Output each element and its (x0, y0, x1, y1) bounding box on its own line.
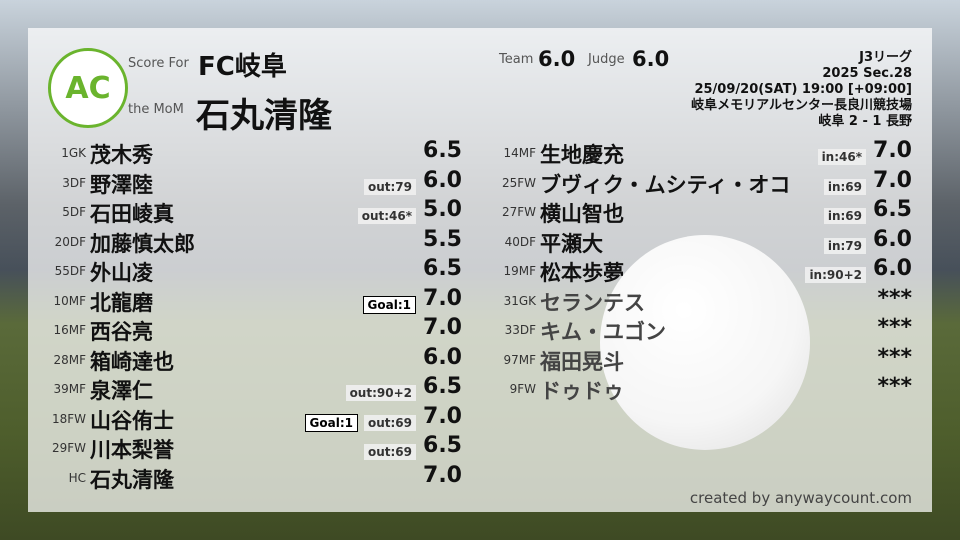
player-name: 横山智也 (540, 202, 624, 226)
player-number-position: 25FW (501, 175, 536, 190)
judge-score: 6.0 (632, 47, 670, 71)
player-number-position: 1GK (61, 146, 86, 160)
match-info: J3リーグ 2025 Sec.28 25/09/20(SAT) 19:00 [+… (691, 50, 912, 130)
player-number-position: 33DF (504, 323, 536, 337)
player-number-position: 20DF (54, 234, 86, 249)
substitution-badge: out:90+2 (345, 385, 416, 401)
match-result: 岐阜 2 - 1 長野 (818, 114, 912, 129)
credit: created by anywaycount.com (689, 489, 912, 507)
player-number-position: 9FW (509, 382, 536, 396)
player-rating: 6.5 (423, 138, 462, 163)
player-number-position: 40DF (504, 234, 536, 249)
player-number-position: 31GK (503, 293, 536, 308)
player-rating: 7.0 (873, 138, 912, 163)
player-name: 松本歩夢 (540, 261, 624, 285)
judge-score-label: Judge (588, 52, 625, 67)
player-name: 川本梨誉 (90, 438, 174, 462)
team-score-label: Team (499, 52, 534, 67)
player-rating: 5.5 (423, 226, 462, 252)
mom-label: the MoM (128, 102, 184, 117)
player-name: 加藤慎太郎 (90, 231, 195, 256)
score-panel (28, 28, 932, 512)
player-number-position: 97MF (503, 352, 536, 367)
player-name: 西谷亮 (90, 320, 153, 344)
player-name: 福田晃斗 (540, 349, 624, 374)
player-number-position: 28MF (53, 352, 86, 367)
player-name: セランテス (540, 290, 645, 315)
anywaycount-logo: AC (48, 48, 128, 128)
goal-badge: Goal:1 (362, 295, 416, 314)
player-number-position: 27FW (501, 205, 536, 219)
player-rating: 6.5 (423, 433, 462, 458)
player-number-position: 18FW (51, 411, 86, 426)
player-name: 北龍磨 (90, 290, 153, 315)
player-rating: 6.0 (873, 226, 912, 252)
player-number-position: 14MF (503, 146, 536, 160)
venue: 岐阜メモリアルセンター長良川競技場 (691, 98, 912, 113)
team-name: FC岐阜 (198, 52, 287, 82)
substitution-badge: in:79 (823, 237, 866, 254)
player-number-position: 55DF (54, 264, 86, 278)
player-number-position: 29FW (51, 441, 86, 455)
player-rating: 7.0 (423, 285, 462, 311)
player-rating: *** (877, 315, 912, 340)
player-name: 箱崎達也 (90, 349, 174, 374)
player-name: 平瀬大 (540, 231, 603, 256)
match-datetime: 25/09/20(SAT) 19:00 [+09:00] (694, 82, 912, 97)
substitution-badge: out:46* (357, 208, 416, 224)
player-number-position: 19MF (503, 264, 536, 278)
player-number-position: 16MF (53, 323, 86, 337)
player-name: 茂木秀 (90, 143, 153, 167)
goal-badge: Goal:1 (304, 413, 358, 432)
player-number-position: HC (68, 470, 86, 485)
score-for-label: Score For (128, 56, 189, 71)
player-number-position: 5DF (62, 205, 86, 219)
substitution-badge: in:90+2 (805, 267, 866, 283)
player-rating: 7.0 (423, 403, 462, 429)
mom-name: 石丸清隆 (196, 96, 332, 136)
player-name: キム・ユゴン (540, 320, 666, 344)
player-rating: 7.0 (873, 167, 912, 193)
player-rating: 5.0 (423, 197, 462, 222)
player-rating: 7.0 (423, 315, 462, 340)
player-name: 山谷侑士 (90, 408, 174, 433)
player-number-position: 10MF (53, 293, 86, 308)
substitution-badge: out:69 (363, 444, 416, 460)
player-number-position: 3DF (62, 175, 86, 190)
player-name: ブヴィク・ムシティ・オコ (540, 172, 791, 197)
player-rating: 6.5 (423, 256, 462, 281)
player-rating: 6.0 (873, 256, 912, 281)
player-rating: *** (877, 374, 912, 399)
player-name: 泉澤仁 (90, 379, 153, 403)
player-name: 生地慶充 (540, 143, 624, 167)
player-rating: 7.0 (423, 462, 462, 488)
player-name: 外山凌 (90, 261, 153, 285)
player-name: 野澤陸 (90, 172, 153, 197)
league: J3リーグ (859, 50, 912, 65)
player-rating: *** (877, 344, 912, 370)
player-number-position: 39MF (53, 382, 86, 396)
player-rating: 6.5 (423, 374, 462, 399)
player-name: 石田崚真 (90, 202, 174, 226)
player-name: ドゥドゥ (540, 379, 624, 403)
player-rating: 6.0 (423, 344, 462, 370)
team-score: 6.0 (538, 47, 576, 71)
player-name: 石丸清隆 (90, 467, 174, 492)
substitution-badge: in:69 (823, 178, 866, 195)
section: 2025 Sec.28 (822, 66, 912, 81)
player-rating: *** (877, 285, 912, 311)
substitution-badge: out:69 (363, 414, 416, 431)
substitution-badge: out:79 (363, 178, 416, 195)
player-rating: 6.5 (873, 197, 912, 222)
player-rating: 6.0 (423, 167, 462, 193)
substitution-badge: in:46* (817, 149, 866, 165)
substitution-badge: in:69 (823, 208, 866, 224)
